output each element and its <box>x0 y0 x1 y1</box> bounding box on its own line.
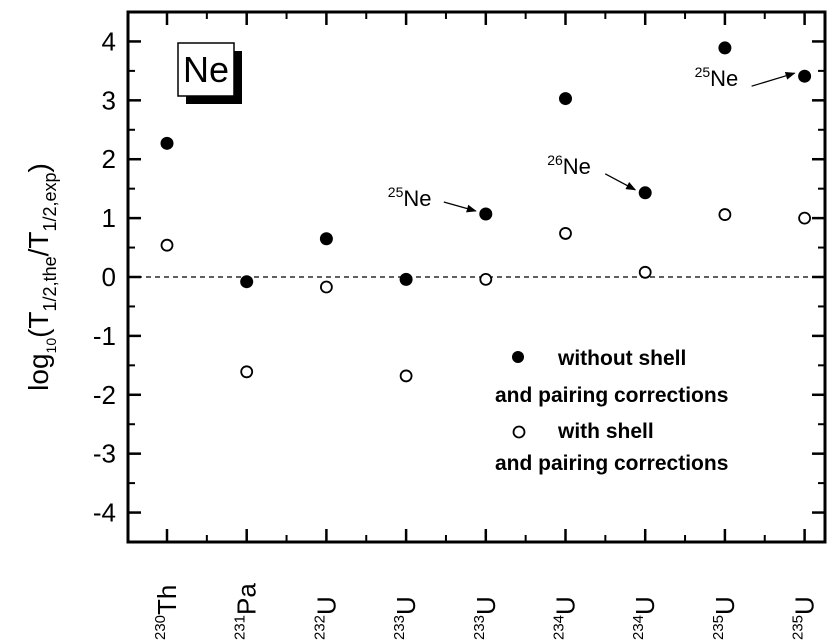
x-category-element: U <box>551 596 581 615</box>
x-category-element: U <box>710 596 740 615</box>
x-category-element: Th <box>152 585 182 615</box>
x-category-label: 235U <box>790 596 820 640</box>
legend-open-line2: and pairing corrections <box>495 452 728 475</box>
legend: without shell and pairing corrections wi… <box>495 347 728 475</box>
x-category-mass: 233 <box>471 615 488 640</box>
y-axis-label: log10(T1/2,the/T1/2,exp) <box>23 163 60 391</box>
x-category-label: 234U <box>630 596 660 640</box>
annotation-arrow <box>751 71 796 87</box>
data-point-open <box>479 272 493 286</box>
x-category-label: 233U <box>391 596 421 640</box>
series-open-points <box>160 208 811 383</box>
y-tick-label: 0 <box>102 262 116 292</box>
annotation-symbol: Ne <box>710 66 738 91</box>
data-point-open <box>399 369 413 383</box>
data-point-filled <box>399 272 413 286</box>
annotation-label: 25Ne <box>388 184 432 211</box>
annotation-mass: 26 <box>547 152 563 168</box>
y-tick-label: 2 <box>102 144 116 174</box>
x-category-element: U <box>391 596 421 615</box>
x-category-label: 235U <box>710 596 740 640</box>
annotation-label: 25Ne <box>695 64 739 91</box>
data-point-filled <box>240 275 254 289</box>
x-category-element: Pa <box>232 583 262 615</box>
legend-filled-line2: and pairing corrections <box>495 384 728 407</box>
x-category-mass: 232 <box>311 615 328 640</box>
legend-open-marker <box>512 425 526 439</box>
y-tick-label: -1 <box>93 321 116 351</box>
data-point-open <box>798 211 811 225</box>
y-tick-label: -2 <box>93 380 116 410</box>
annotation-mass: 25 <box>695 64 711 80</box>
y-tick-label: -4 <box>93 498 116 528</box>
x-category-mass: 233 <box>391 615 408 640</box>
data-point-open <box>718 208 732 221</box>
x-category-label: 231Pa <box>232 583 262 640</box>
x-category-mass: 231 <box>232 615 249 640</box>
annotation-symbol: Ne <box>403 186 431 211</box>
x-category-element: U <box>630 596 660 615</box>
annotation-arrow <box>604 173 637 191</box>
data-point-filled <box>479 207 493 221</box>
y-axis-tick-labels: 4 3 2 1 0 -1 -2 -3 -4 <box>93 26 116 527</box>
annotation-mass: 25 <box>388 184 404 200</box>
data-point-open <box>559 227 572 240</box>
x-category-label: 230Th <box>152 585 182 640</box>
annotation-label: 26Ne <box>547 152 591 179</box>
legend-open-line1: with shell <box>557 420 654 443</box>
x-axis-ticks <box>165 12 806 542</box>
legend-filled-marker <box>512 351 524 363</box>
x-category-label: 233U <box>471 596 501 640</box>
y-tick-label: 1 <box>102 203 116 233</box>
y-tick-label: 4 <box>102 26 116 56</box>
x-category-mass: 234 <box>551 615 568 640</box>
data-point-open <box>319 280 333 294</box>
element-badge-label: Ne <box>183 49 229 90</box>
x-category-mass: 230 <box>152 615 169 640</box>
data-point-filled <box>559 92 572 106</box>
data-point-filled <box>638 186 652 200</box>
x-category-element: U <box>311 596 341 615</box>
y-axis-ticks <box>128 11 825 543</box>
data-point-open <box>240 365 254 379</box>
y-tick-label: 3 <box>102 85 116 115</box>
data-point-filled <box>718 41 732 55</box>
annotation-symbol: Ne <box>563 154 591 179</box>
x-category-mass: 235 <box>790 615 807 640</box>
legend-filled-line1: without shell <box>557 347 686 370</box>
x-category-label: 232U <box>311 596 341 640</box>
element-badge: Ne <box>177 42 242 104</box>
data-point-filled <box>160 136 174 150</box>
element-badge-box <box>177 42 235 97</box>
y-tick-label: -3 <box>93 439 116 469</box>
annotation-arrow <box>443 201 477 213</box>
data-point-filled <box>319 232 333 246</box>
data-point-filled <box>798 69 812 83</box>
x-category-label: 234U <box>551 596 581 640</box>
data-point-open <box>638 265 652 279</box>
x-category-mass: 235 <box>710 615 727 640</box>
data-point-open <box>160 238 174 252</box>
x-category-mass: 234 <box>630 615 647 640</box>
series-filled-points <box>160 41 812 289</box>
x-category-element: U <box>471 596 501 615</box>
x-category-element: U <box>790 596 820 615</box>
